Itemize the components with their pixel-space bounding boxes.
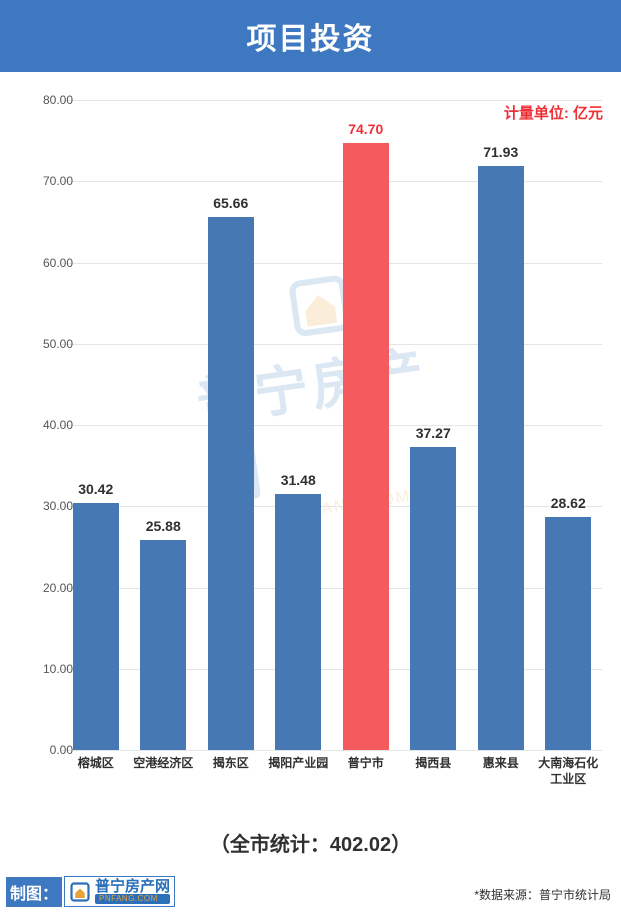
- bar-slot: 74.70: [335, 143, 397, 750]
- bar: [478, 166, 524, 750]
- credit-prefix: 制图：: [6, 877, 62, 907]
- bar: [545, 517, 591, 750]
- bar: [140, 540, 186, 750]
- y-tick-label: 40.00: [23, 418, 73, 432]
- bar: [208, 217, 254, 750]
- x-tick-label: 惠来县: [470, 756, 532, 787]
- x-tick-label: 普宁市: [335, 756, 397, 787]
- y-tick-label: 70.00: [23, 174, 73, 188]
- bar-slot: 31.48: [267, 494, 329, 750]
- bar-value-label: 30.42: [65, 481, 127, 497]
- logo-badge: 普宁房产网 PNFANG.COM: [64, 876, 175, 907]
- bar-slot: 25.88: [132, 540, 194, 750]
- bar-value-label: 37.27: [402, 425, 464, 441]
- x-tick-label: 空港经济区: [132, 756, 194, 787]
- logo-icon: [69, 881, 91, 903]
- title-bar: 项目投资: [0, 0, 621, 72]
- footer-credit: 制图： 普宁房产网 PNFANG.COM: [0, 876, 175, 907]
- x-tick-label: 揭阳产业园: [267, 756, 329, 787]
- chart-container: 项目投资 计量单位: 亿元 普宁房产网 PNFANG.COM 30.4225.8…: [0, 0, 621, 923]
- x-tick-label: 大南海石化工业区: [537, 756, 599, 787]
- bar: [73, 503, 119, 750]
- bar-value-label: 25.88: [132, 518, 194, 534]
- bar-value-label: 31.48: [267, 472, 329, 488]
- x-axis-labels: 榕城区空港经济区揭东区揭阳产业园普宁市揭西县惠来县大南海石化工业区: [62, 756, 602, 787]
- bar-slot: 37.27: [402, 447, 464, 750]
- logo-text-en: PNFANG.COM: [95, 894, 170, 904]
- y-tick-label: 80.00: [23, 93, 73, 107]
- plot-area: 普宁房产网 PNFANG.COM 30.4225.8865.6631.4874.…: [62, 100, 602, 750]
- logo-text-zh: 普宁房产网: [95, 879, 170, 894]
- chart-area: 计量单位: 亿元 普宁房产网 PNFANG.COM 30.4225.8865.6…: [0, 72, 621, 832]
- bar-slot: 65.66: [200, 217, 262, 750]
- bar: [410, 447, 456, 750]
- bar-value-label: 28.62: [537, 495, 599, 511]
- bar-slot: 71.93: [470, 166, 532, 750]
- x-tick-label: 揭东区: [200, 756, 262, 787]
- y-tick-label: 0.00: [23, 743, 73, 757]
- bar-slot: 28.62: [537, 517, 599, 750]
- y-tick-label: 20.00: [23, 581, 73, 595]
- bar-slot: 30.42: [65, 503, 127, 750]
- bar: [343, 143, 389, 750]
- bar-value-label: 65.66: [200, 195, 262, 211]
- y-tick-label: 10.00: [23, 662, 73, 676]
- chart-title: 项目投资: [247, 14, 375, 58]
- footer-source: *数据来源：普宁市统计局: [474, 886, 611, 903]
- gridline: [62, 750, 602, 751]
- bar: [275, 494, 321, 750]
- x-tick-label: 揭西县: [402, 756, 464, 787]
- y-tick-label: 30.00: [23, 499, 73, 513]
- bar-value-label: 74.70: [335, 121, 397, 137]
- bars-group: 30.4225.8865.6631.4874.7037.2771.9328.62: [62, 100, 602, 750]
- y-tick-label: 50.00: [23, 337, 73, 351]
- y-tick-label: 60.00: [23, 256, 73, 270]
- bar-value-label: 71.93: [470, 144, 532, 160]
- x-tick-label: 榕城区: [65, 756, 127, 787]
- summary-text: （全市统计：402.02）: [0, 828, 621, 857]
